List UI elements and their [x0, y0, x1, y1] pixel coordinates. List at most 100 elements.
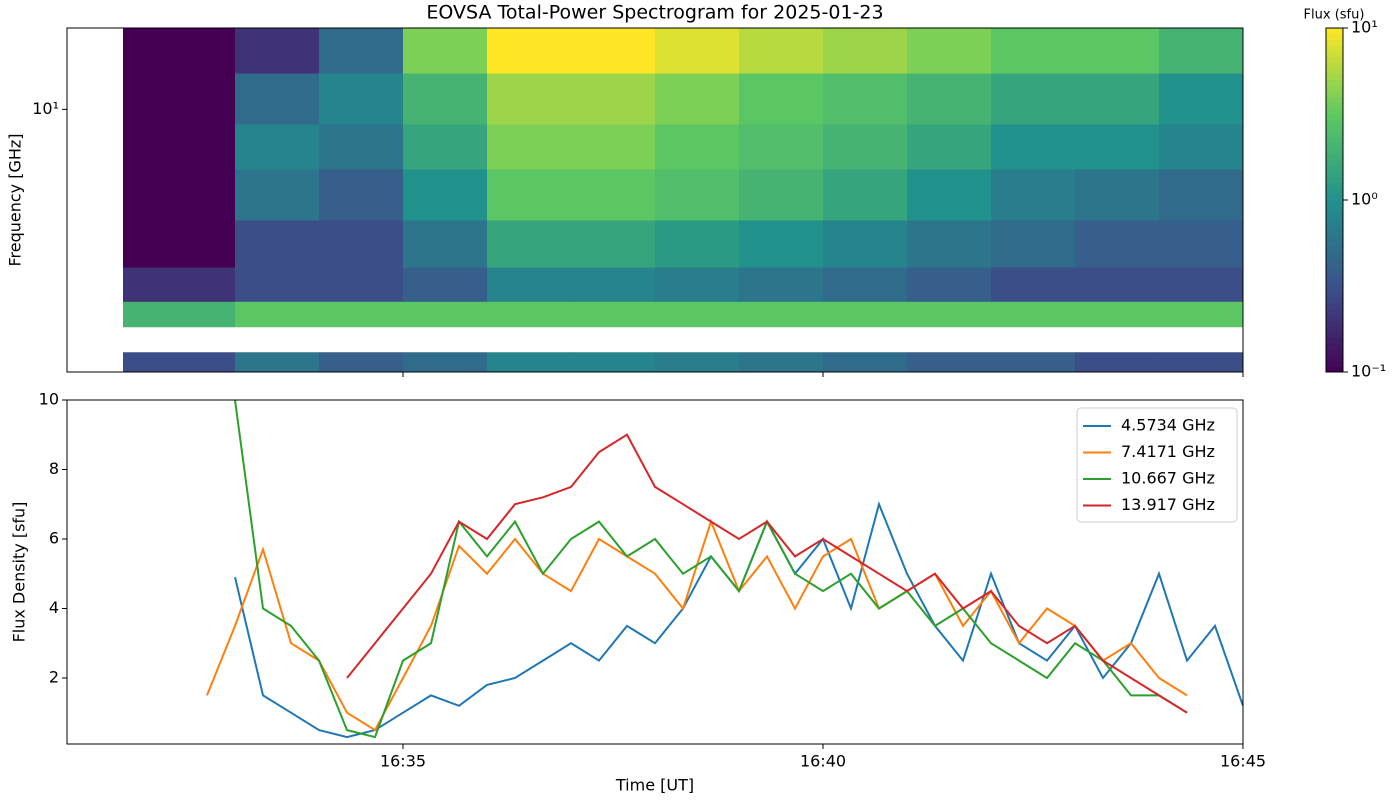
heatmap-cell: [907, 219, 992, 268]
heatmap-cell: [319, 267, 404, 302]
heatmap-cell: [991, 169, 1076, 221]
heatmap-cell: [487, 219, 572, 268]
colorbar-step: [1326, 360, 1343, 367]
colorbar-step: [1326, 194, 1343, 201]
colorbar-step: [1326, 188, 1343, 195]
colorbar-step: [1326, 108, 1343, 115]
colorbar-step: [1326, 337, 1343, 344]
colorbar-step: [1326, 142, 1343, 149]
colorbar-step: [1326, 217, 1343, 224]
heatmap-cell: [739, 73, 824, 125]
legend-label: 13.917 GHz: [1121, 495, 1215, 514]
colorbar-step: [1326, 240, 1343, 247]
heatmap-cell: [319, 352, 404, 373]
colorbar-step: [1326, 343, 1343, 350]
heatmap-cell: [487, 73, 572, 125]
heatmap-cell: [907, 352, 992, 373]
heatmap-cell: [1075, 301, 1160, 328]
heatmap-cell: [123, 219, 236, 268]
heatmap-cell: [823, 28, 908, 74]
heatmap-cell: [319, 169, 404, 221]
heatmap-cell: [403, 301, 488, 328]
legend-label: 7.4171 GHz: [1121, 442, 1215, 461]
colorbar-step: [1326, 291, 1343, 298]
colorbar-step: [1326, 73, 1343, 81]
colorbar-step: [1326, 349, 1343, 356]
heatmap-cell: [907, 267, 992, 302]
heatmap-cell: [739, 219, 824, 268]
heatmap-cell: [403, 352, 488, 373]
heatmap-cell: [235, 267, 320, 302]
colorbar-step: [1326, 303, 1343, 310]
colorbar-step: [1326, 366, 1343, 373]
heatmap-cell: [487, 352, 572, 373]
colorbar-step: [1326, 228, 1343, 235]
colorbar-step: [1326, 245, 1343, 253]
colorbar-step: [1326, 314, 1343, 321]
colorbar-step: [1326, 165, 1343, 172]
heatmap-cell: [1159, 301, 1244, 328]
x-tick-label: 16:45: [1220, 752, 1266, 771]
colorbar-step: [1326, 39, 1343, 46]
colorbar-step: [1326, 211, 1343, 218]
heatmap-cell: [991, 267, 1076, 302]
colorbar: [1326, 28, 1343, 373]
x-axis-label: Time [UT]: [615, 776, 694, 795]
heatmap-cell: [571, 352, 656, 373]
heatmap-cell: [655, 73, 740, 125]
colorbar-step: [1326, 148, 1343, 155]
colorbar-step: [1326, 119, 1343, 126]
legend-label: 10.667 GHz: [1121, 469, 1215, 488]
colorbar-step: [1326, 308, 1343, 316]
colorbar-step: [1326, 85, 1343, 92]
colorbar-step: [1326, 50, 1343, 58]
colorbar-step: [1326, 131, 1343, 138]
heatmap-cell: [571, 219, 656, 268]
colorbar-step: [1326, 56, 1343, 63]
heatmap-cell: [571, 123, 656, 170]
heatmap-cell: [235, 73, 320, 125]
heatmap-cell: [1159, 219, 1244, 268]
colorbar-step: [1326, 274, 1343, 281]
heatmap-cell: [571, 169, 656, 221]
heatmap-cell: [739, 123, 824, 170]
heatmap-cell: [739, 301, 824, 328]
heatmap-cell: [403, 123, 488, 170]
colorbar-tick-label: 10⁰: [1351, 190, 1378, 209]
colorbar-step: [1326, 159, 1343, 167]
colorbar-step: [1326, 234, 1343, 241]
y-tick-label: 10: [39, 390, 59, 409]
colorbar-step: [1326, 96, 1343, 104]
heatmap-cell: [655, 219, 740, 268]
heatmap-cell: [403, 28, 488, 74]
heatmap-cell: [823, 352, 908, 373]
x-tick-label: 16:35: [380, 752, 426, 771]
heatmap-cell: [403, 267, 488, 302]
heatmap-cell: [823, 169, 908, 221]
heatmap-cell: [991, 73, 1076, 125]
colorbar-step: [1326, 320, 1343, 327]
axes-frame: [66, 27, 1244, 373]
colorbar-step: [1326, 268, 1343, 276]
heatmap-cell: [319, 301, 404, 328]
colorbar-step: [1326, 62, 1343, 69]
colorbar-step: [1326, 331, 1343, 339]
colorbar-step: [1326, 326, 1343, 333]
heatmap-cell: [235, 219, 320, 268]
heatmap-cell: [403, 219, 488, 268]
colorbar-step: [1326, 33, 1343, 40]
heatmap-cell: [823, 301, 908, 328]
heatmap-cell: [1075, 169, 1160, 221]
colorbar-step: [1326, 102, 1343, 109]
colorbar-step: [1326, 28, 1343, 35]
heatmap-cell: [403, 73, 488, 125]
colorbar-tick-label: 10¹: [1351, 18, 1378, 37]
y-tick-label: 6: [49, 528, 59, 547]
colorbar-step: [1326, 286, 1343, 293]
y-tick-label: 2: [49, 667, 59, 686]
colorbar-step: [1326, 257, 1343, 264]
colorbar-step: [1326, 136, 1343, 144]
colorbar-step: [1326, 222, 1343, 230]
colorbar-step: [1326, 297, 1343, 304]
heatmap-cell: [1075, 28, 1160, 74]
